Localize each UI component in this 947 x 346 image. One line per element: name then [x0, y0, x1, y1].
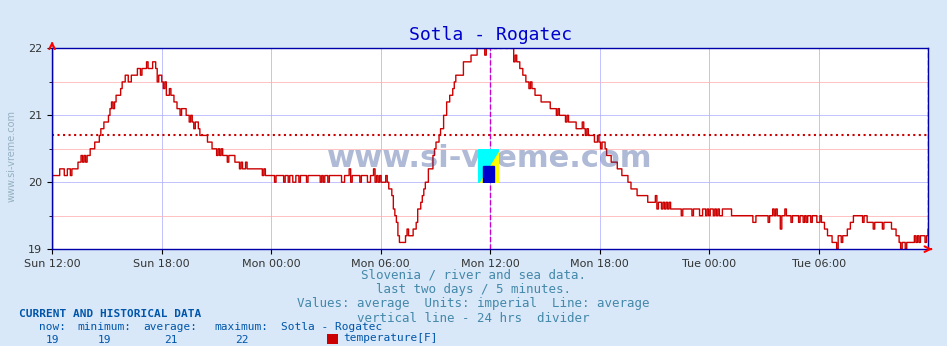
Text: 19: 19: [45, 335, 59, 345]
Polygon shape: [478, 149, 499, 183]
Text: Sotla - Rogatec: Sotla - Rogatec: [281, 322, 382, 333]
Text: Slovenia / river and sea data.: Slovenia / river and sea data.: [361, 268, 586, 281]
Text: www.si-vreme.com: www.si-vreme.com: [7, 110, 16, 202]
Text: maximum:: maximum:: [214, 322, 269, 333]
Text: www.si-vreme.com: www.si-vreme.com: [328, 144, 652, 173]
Text: 21: 21: [164, 335, 177, 345]
Title: Sotla - Rogatec: Sotla - Rogatec: [408, 26, 572, 44]
Text: vertical line - 24 hrs  divider: vertical line - 24 hrs divider: [357, 312, 590, 325]
Text: Values: average  Units: imperial  Line: average: Values: average Units: imperial Line: av…: [297, 297, 650, 310]
Text: last two days / 5 minutes.: last two days / 5 minutes.: [376, 283, 571, 296]
Text: 22: 22: [235, 335, 248, 345]
Text: now:: now:: [39, 322, 65, 333]
Polygon shape: [478, 149, 499, 183]
Text: 19: 19: [98, 335, 111, 345]
Text: minimum:: minimum:: [77, 322, 132, 333]
Text: CURRENT AND HISTORICAL DATA: CURRENT AND HISTORICAL DATA: [19, 309, 201, 319]
Polygon shape: [484, 166, 494, 183]
Text: average:: average:: [143, 322, 198, 333]
Text: temperature[F]: temperature[F]: [343, 333, 438, 343]
